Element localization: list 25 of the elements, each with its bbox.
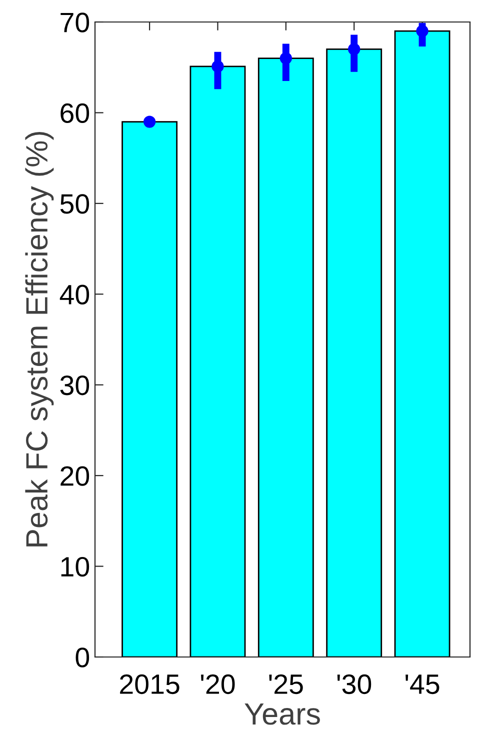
x-axis-title: Years <box>244 703 320 725</box>
point <box>212 60 224 73</box>
y-tick-label: 40 <box>60 284 90 304</box>
y-tick-label: 70 <box>60 12 90 32</box>
x-tick-label: '30 <box>337 674 372 694</box>
y-tick-label: 50 <box>60 194 90 214</box>
bar <box>394 30 450 657</box>
x-tick-label: '25 <box>269 674 303 694</box>
y-tick-label: 10 <box>61 556 90 577</box>
y-tick-label: 30 <box>60 376 90 396</box>
bar <box>258 58 314 657</box>
y-tick-label: 60 <box>60 103 90 124</box>
point <box>348 43 360 56</box>
point <box>143 116 156 128</box>
point <box>416 24 428 38</box>
bar <box>122 121 178 657</box>
x-tick-label: 2015 <box>120 674 180 694</box>
y-axis-title: Peak FC system Efficiency (%) <box>25 132 54 546</box>
point <box>280 52 292 64</box>
y-tick-label: 0 <box>76 648 90 668</box>
x-tick-label: '45 <box>406 674 440 694</box>
y-tick-label: 20 <box>60 466 90 486</box>
x-tick-label: '20 <box>201 674 235 694</box>
bar <box>326 48 382 657</box>
bar <box>190 66 246 657</box>
